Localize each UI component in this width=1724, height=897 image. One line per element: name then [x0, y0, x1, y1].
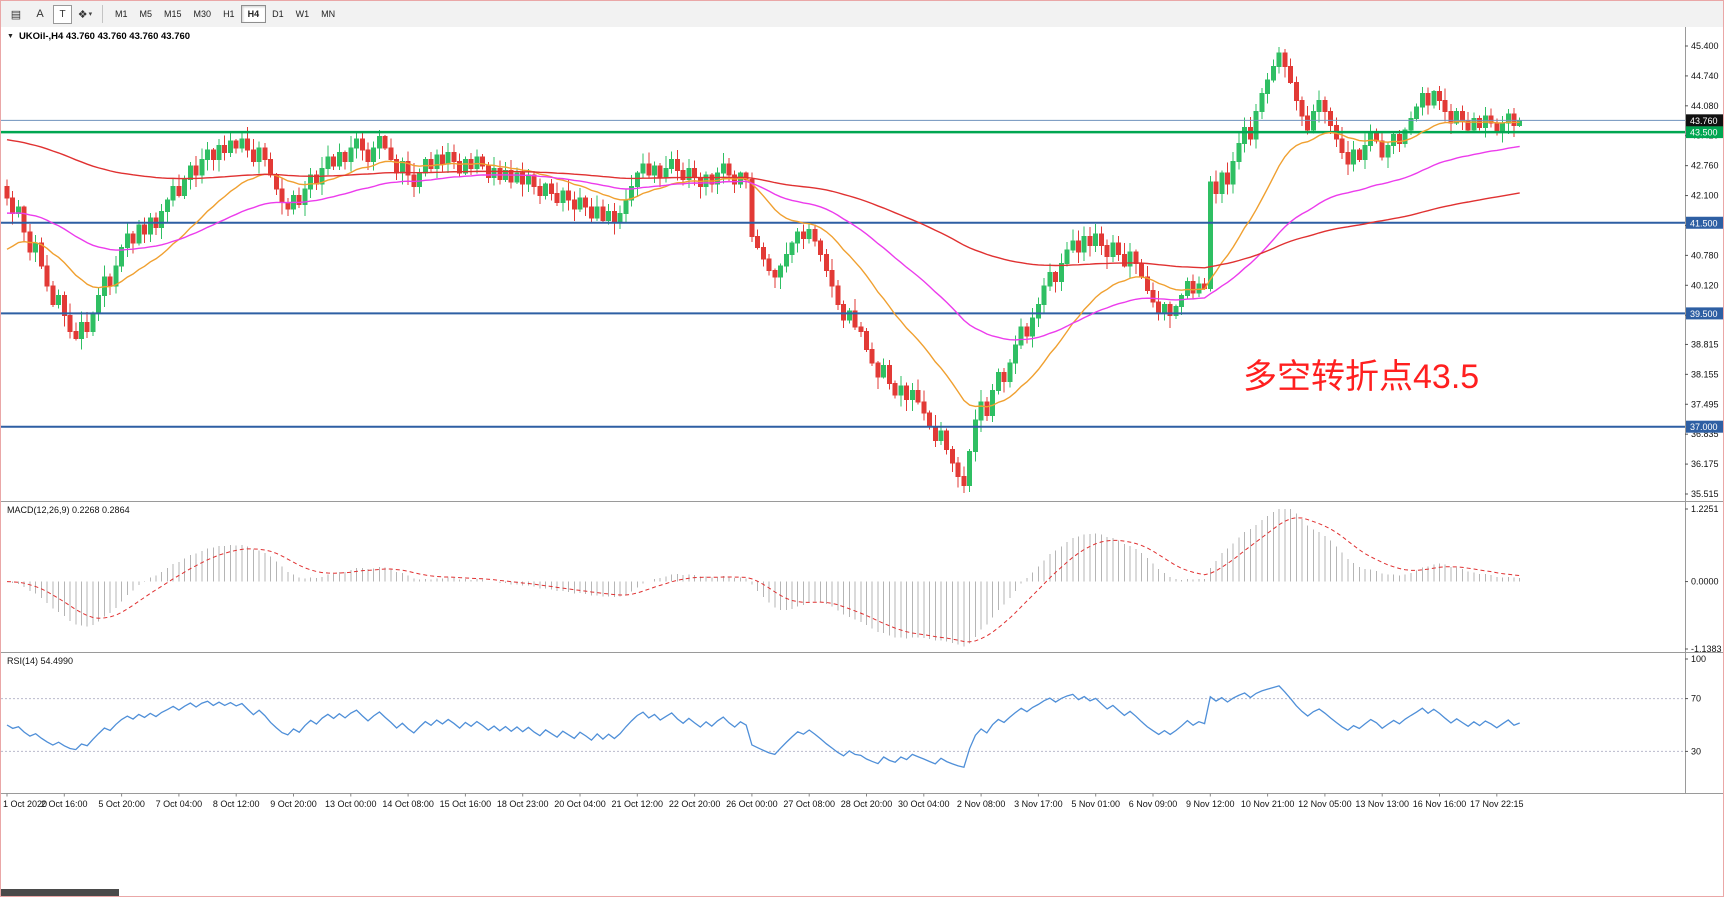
chart-area: 45.40044.74044.08043.42042.76042.10041.4…	[1, 27, 1724, 896]
svg-text:42.100: 42.100	[1691, 191, 1719, 201]
svg-text:26 Oct 00:00: 26 Oct 00:00	[726, 799, 778, 809]
svg-text:10 Nov 21:00: 10 Nov 21:00	[1241, 799, 1295, 809]
svg-text:16 Nov 16:00: 16 Nov 16:00	[1413, 799, 1467, 809]
svg-text:40.780: 40.780	[1691, 250, 1719, 260]
svg-text:2 Nov 08:00: 2 Nov 08:00	[957, 799, 1006, 809]
moving-averages	[6, 120, 1520, 408]
horizontal-levels[interactable]	[1, 130, 1685, 428]
svg-text:18 Oct 23:00: 18 Oct 23:00	[497, 799, 549, 809]
rsi-line	[6, 685, 1520, 768]
macd-signal-line	[6, 517, 1520, 643]
svg-text:27 Oct 08:00: 27 Oct 08:00	[783, 799, 835, 809]
svg-text:9 Oct 20:00: 9 Oct 20:00	[270, 799, 317, 809]
svg-text:43.760: 43.760	[1690, 116, 1718, 126]
svg-text:1 Oct 2020: 1 Oct 2020	[3, 799, 47, 809]
svg-text:8 Oct 12:00: 8 Oct 12:00	[213, 799, 260, 809]
rsi-levels	[1, 698, 1685, 752]
svg-text:3 Nov 17:00: 3 Nov 17:00	[1014, 799, 1063, 809]
svg-text:39.500: 39.500	[1690, 309, 1718, 319]
macd-indicator-label: MACD(12,26,9) 0.2268 0.2864	[7, 505, 130, 515]
svg-text:28 Oct 20:00: 28 Oct 20:00	[841, 799, 893, 809]
svg-text:37.000: 37.000	[1690, 422, 1718, 432]
svg-text:100: 100	[1691, 654, 1706, 664]
candles	[4, 46, 1523, 494]
timeframe-mn-button[interactable]: MN	[321, 9, 336, 19]
level-price-tag	[1686, 126, 1723, 139]
macd-axis[interactable]: 1.2251 0.0000 -1.1383	[1685, 504, 1722, 654]
svg-text:12 Nov 05:00: 12 Nov 05:00	[1298, 799, 1352, 809]
svg-text:15 Oct 16:00: 15 Oct 16:00	[440, 799, 492, 809]
level-price-tag	[1686, 307, 1723, 320]
ma-slow-red	[6, 138, 1520, 269]
svg-text:17 Nov 22:15: 17 Nov 22:15	[1470, 799, 1524, 809]
svg-text:2 Oct 16:00: 2 Oct 16:00	[41, 799, 88, 809]
svg-text:1.2251: 1.2251	[1691, 504, 1719, 514]
svg-text:41.500: 41.500	[1690, 218, 1718, 228]
svg-text:5 Oct 20:00: 5 Oct 20:00	[98, 799, 145, 809]
chart-canvas[interactable]: 45.40044.74044.08043.42042.76042.10041.4…	[1, 27, 1724, 815]
chart-annotation-text: 多空转折点43.5	[1243, 358, 1480, 396]
svg-text:42.760: 42.760	[1691, 161, 1719, 171]
level-price-tag	[1686, 216, 1723, 229]
symbol-ohlc-text: UKOil-,H4 43.760 43.760 43.760 43.760	[18, 31, 191, 42]
svg-text:36.175: 36.175	[1691, 459, 1719, 469]
toolbar-tools-group: ▤ A T ❖ ▾	[5, 3, 96, 25]
svg-text:22 Oct 20:00: 22 Oct 20:00	[669, 799, 721, 809]
svg-text:30: 30	[1691, 746, 1701, 756]
svg-text:0.0000: 0.0000	[1691, 577, 1719, 587]
dropdown-caret-icon: ▾	[88, 11, 93, 18]
svg-text:14 Oct 08:00: 14 Oct 08:00	[382, 799, 434, 809]
timeframe-w1-button[interactable]: W1	[295, 9, 310, 19]
svg-text:7 Oct 04:00: 7 Oct 04:00	[156, 799, 203, 809]
horizontal-scrollbar-thumb[interactable]	[1, 889, 119, 896]
timeframe-m30-button[interactable]: M30	[193, 9, 212, 19]
svg-text:38.155: 38.155	[1691, 369, 1719, 379]
svg-text:40.120: 40.120	[1691, 280, 1719, 290]
timeframe-button-group: M1 M5 M15 M30 H1 H4 D1 W1 MN	[109, 5, 341, 23]
svg-text:13 Oct 00:00: 13 Oct 00:00	[325, 799, 377, 809]
svg-text:13 Nov 13:00: 13 Nov 13:00	[1355, 799, 1409, 809]
rsi-axis[interactable]: 100 70 30	[1685, 654, 1706, 756]
text-tool[interactable]: T	[53, 4, 72, 24]
ma-mid-magenta	[6, 145, 1520, 341]
svg-text:9 Nov 12:00: 9 Nov 12:00	[1186, 799, 1235, 809]
macd-histogram	[12, 509, 1521, 647]
svg-text:20 Oct 04:00: 20 Oct 04:00	[554, 799, 606, 809]
svg-text:44.080: 44.080	[1691, 101, 1719, 111]
annotation-font-tool[interactable]: A	[36, 8, 44, 20]
svg-text:70: 70	[1691, 694, 1701, 704]
svg-text:35.515: 35.515	[1691, 489, 1719, 499]
svg-text:45.400: 45.400	[1691, 41, 1719, 51]
symbol-ohlc-header: ▼ UKOil-,H4 43.760 43.760 43.760 43.760	[7, 31, 190, 42]
rsi-indicator-label: RSI(14) 54.4990	[7, 656, 74, 666]
panel-separators[interactable]	[1, 27, 1724, 794]
price-axis[interactable]: 45.40044.74044.08043.42042.76042.10041.4…	[1685, 41, 1724, 499]
timeframe-m5-button[interactable]: M5	[139, 9, 153, 19]
timeframe-m15-button[interactable]: M15	[164, 9, 182, 19]
timeframe-h1-button[interactable]: H1	[223, 9, 235, 19]
svg-text:30 Oct 04:00: 30 Oct 04:00	[898, 799, 950, 809]
toolbar: ▤ A T ❖ ▾ M1 M5 M15 M30 H1 H4 D1 W1 MN	[1, 1, 1723, 28]
svg-text:-1.1383: -1.1383	[1691, 644, 1722, 654]
timeframe-m1-button[interactable]: M1	[115, 9, 128, 19]
svg-text:38.815: 38.815	[1691, 339, 1719, 349]
svg-text:5 Nov 01:00: 5 Nov 01:00	[1071, 799, 1120, 809]
ma-fast-orange	[6, 120, 1520, 408]
svg-text:37.495: 37.495	[1691, 399, 1719, 409]
objects-tool[interactable]: ❖ ▾	[77, 8, 93, 21]
level-price-tag	[1686, 420, 1723, 433]
collapse-arrow-icon[interactable]: ▼	[7, 33, 14, 40]
svg-text:44.740: 44.740	[1691, 71, 1719, 81]
timeframe-h4-button[interactable]: H4	[240, 5, 267, 23]
timeframe-d1-button[interactable]: D1	[272, 9, 284, 19]
svg-text:36.835: 36.835	[1691, 429, 1719, 439]
svg-text:43.500: 43.500	[1690, 128, 1718, 138]
current-price-tag	[1686, 114, 1723, 127]
chart-mode-icon[interactable]: ▤	[10, 8, 22, 21]
toolbar-separator	[102, 5, 103, 23]
svg-text:6 Nov 09:00: 6 Nov 09:00	[1129, 799, 1178, 809]
svg-text:21 Oct 12:00: 21 Oct 12:00	[612, 799, 664, 809]
